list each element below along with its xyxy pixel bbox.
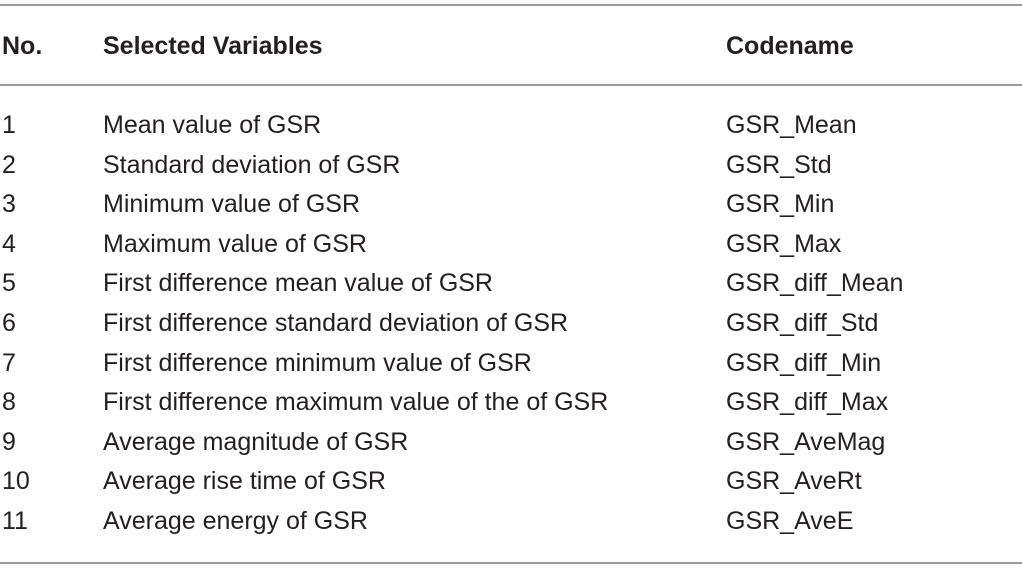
table-row: 11 Average energy of GSR GSR_AveE <box>0 501 1022 541</box>
table-row: 8 First difference maximum value of the … <box>0 382 1022 422</box>
row-variable: First difference standard deviation of G… <box>103 308 569 337</box>
row-codename: GSR_Mean <box>726 111 857 139</box>
row-codename: GSR_diff_Max <box>726 388 889 417</box>
row-number: 11 <box>2 506 28 535</box>
row-variable: Average magnitude of GSR <box>103 427 409 456</box>
table-row: 9 Average magnitude of GSR GSR_AveMag <box>0 422 1022 462</box>
row-variable: Average energy of GSR <box>103 506 368 535</box>
row-number: 6 <box>2 308 16 337</box>
row-number: 5 <box>2 269 16 298</box>
row-number: 10 <box>2 467 30 496</box>
header-codename: Codename <box>726 32 854 60</box>
row-variable: First difference maximum value of the of… <box>103 388 609 417</box>
row-number: 9 <box>2 427 16 456</box>
row-codename: GSR_Max <box>726 229 842 258</box>
row-variable: Minimum value of GSR <box>103 190 361 219</box>
table-row: 4 Maximum value of GSR GSR_Max <box>0 224 1022 264</box>
table-row: 10 Average rise time of GSR GSR_AveRt <box>0 461 1022 501</box>
row-number: 2 <box>2 150 16 179</box>
header-no: No. <box>2 32 43 60</box>
table-row: 1 Mean value of GSR GSR_Mean <box>0 105 1022 145</box>
row-codename: GSR_AveRt <box>726 467 862 496</box>
table-top-rule <box>0 4 1022 6</box>
row-variable: First difference minimum value of GSR <box>103 348 532 377</box>
table-row: 5 First difference mean value of GSR GSR… <box>0 263 1022 303</box>
table-header-row: No. Selected Variables Codename <box>0 26 1022 66</box>
row-variable: Mean value of GSR <box>103 111 322 139</box>
table-row: 3 Minimum value of GSR GSR_Min <box>0 184 1022 224</box>
row-number: 4 <box>2 229 16 258</box>
table-body: 1 Mean value of GSR GSR_Mean 2 Standard … <box>0 105 1022 541</box>
row-variable: Average rise time of GSR <box>103 467 386 496</box>
row-codename: GSR_AveE <box>726 506 854 535</box>
row-number: 1 <box>2 111 16 139</box>
row-codename: GSR_diff_Min <box>726 348 882 377</box>
table-header-rule <box>0 84 1022 86</box>
table-bottom-rule <box>0 562 1022 564</box>
table-row: 6 First difference standard deviation of… <box>0 303 1022 343</box>
row-codename: GSR_diff_Mean <box>726 269 904 298</box>
row-number: 3 <box>2 190 16 219</box>
row-number: 7 <box>2 348 16 377</box>
row-variable: Maximum value of GSR <box>103 229 367 258</box>
row-codename: GSR_Min <box>726 190 835 219</box>
row-codename: GSR_Std <box>726 150 832 179</box>
table-row: 7 First difference minimum value of GSR … <box>0 343 1022 383</box>
table-row: 2 Standard deviation of GSR GSR_Std <box>0 145 1022 185</box>
row-codename: GSR_diff_Std <box>726 308 879 337</box>
row-codename: GSR_AveMag <box>726 427 886 456</box>
row-number: 8 <box>2 388 16 417</box>
row-variable: First difference mean value of GSR <box>103 269 493 298</box>
row-variable: Standard deviation of GSR <box>103 150 401 179</box>
header-selected-variables: Selected Variables <box>103 32 323 60</box>
